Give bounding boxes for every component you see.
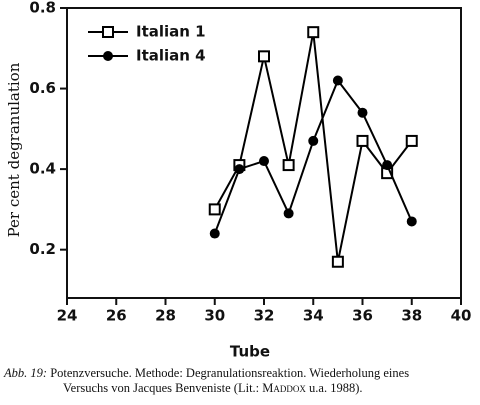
legend-label: Italian 1 [136,23,206,41]
x-tick-label: 36 [352,307,373,325]
marker [234,164,245,175]
marker [208,203,221,216]
x-tick-label: 34 [303,307,324,325]
marker [405,134,418,147]
y-tick-label: 0.8 [29,0,56,17]
x-tick-label: 32 [254,307,275,325]
x-tick-label: 30 [204,307,225,325]
marker [406,216,417,227]
caption-text: Versuchs von Jacques Benveniste (Lit.: [63,381,260,395]
caption-line: Versuchs von Jacques Benveniste (Lit.: M… [4,381,478,396]
series-line [213,31,413,262]
marker [331,255,344,268]
marker [307,26,320,39]
legend-label: Italian 4 [136,47,206,65]
caption-text: Potenzversuche. Methode: Degranulationsr… [50,366,410,380]
x-tick-label: 28 [155,307,176,325]
marker [209,228,220,239]
chart: Tube Per cent degranulation 24 26 28 30 32 34… [5,0,472,361]
marker [332,75,343,86]
caption-text: u.a. 1988). [309,381,363,395]
caption-label: Abb. 19: [4,366,48,380]
marker [258,50,270,63]
caption-text: Maddox [262,381,306,395]
marker [308,135,319,146]
y-tick-label: 0.6 [29,79,56,97]
series-line [213,78,413,234]
x-tick-label: 26 [106,307,127,325]
marker [356,134,369,147]
marker [357,107,368,118]
legend-marker [102,26,114,38]
x-tick-label: 38 [401,307,422,325]
x-tick-label: 24 [57,307,78,325]
legend-marker [103,51,113,61]
x-axis-title: Tube [230,343,270,361]
y-tick-label: 0.2 [29,240,56,258]
y-tick-label: 0.4 [29,160,56,178]
caption-line: Abb. 19: Potenzversuche. Methode: Degran… [4,366,478,381]
marker [259,156,269,167]
y-axis-title: Per cent degranulation [5,62,23,237]
x-tick-label: 40 [451,307,472,325]
marker [282,159,295,172]
marker [382,160,393,171]
marker [283,208,294,219]
caption: Abb. 19: Potenzversuche. Methode: Degran… [4,366,478,396]
